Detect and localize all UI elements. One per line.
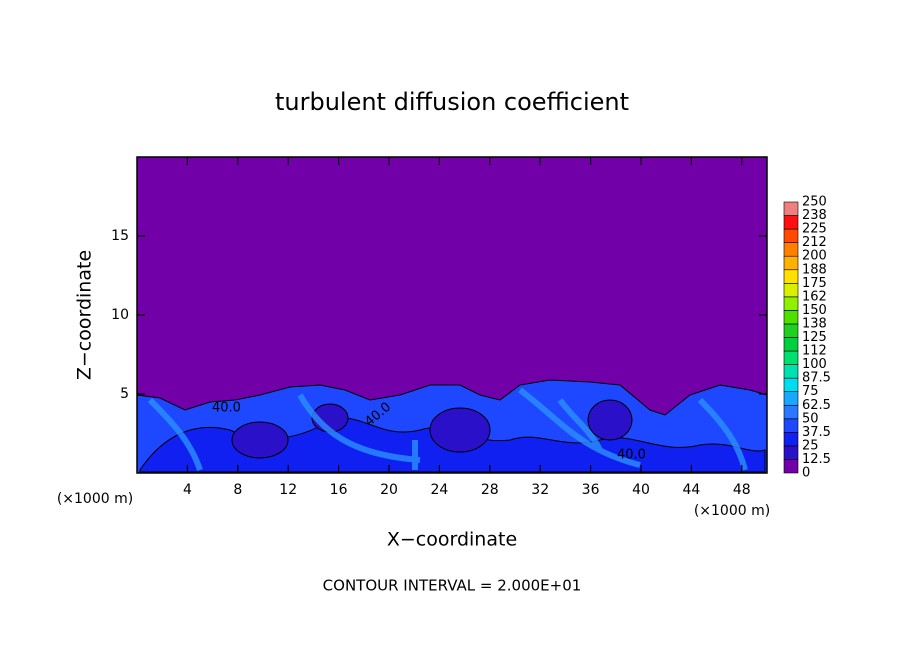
colorbar-label: 125 [802, 330, 827, 345]
colorbar-label: 138 [802, 316, 827, 331]
colorbar-box [783, 418, 799, 433]
colorbar-label: 37.5 [802, 425, 831, 440]
field-blob [231, 421, 289, 459]
colorbar-label: 238 [802, 208, 827, 223]
colorbar-box [783, 282, 799, 298]
colorbar-label: 225 [802, 222, 827, 237]
colorbar-label: 87.5 [802, 371, 831, 386]
x-tick-label: 40 [632, 482, 650, 498]
colorbar-box [783, 432, 799, 447]
colorbar-label: 25 [802, 438, 819, 453]
colorbar-label: 62.5 [802, 398, 831, 413]
x-tick-label: 4 [183, 482, 192, 498]
colorbar-box [783, 391, 799, 406]
colorbar-label: 250 [802, 195, 827, 210]
x-tick-label: 36 [582, 482, 600, 498]
colorbar-label: 75 [802, 384, 819, 399]
colorbar-box [783, 296, 799, 311]
colorbar-label: 200 [802, 249, 827, 264]
colorbar-label: 175 [802, 276, 827, 291]
colorbar-box [783, 445, 799, 460]
colorbar-label: 50 [802, 411, 819, 426]
colorbar-label: 212 [802, 235, 827, 250]
colorbar-box [783, 228, 799, 243]
colorbar-label: 0 [802, 466, 810, 481]
colorbar-box [783, 269, 799, 284]
y-tick-label: 15 [111, 228, 129, 244]
colorbar-box [783, 215, 799, 230]
x-unit-label: (×1000 m) [694, 503, 770, 519]
colorbar-box [783, 350, 799, 365]
colorbar-box [783, 323, 799, 338]
x-tick-label: 32 [531, 482, 549, 498]
colorbar-box [783, 364, 799, 379]
x-tick-label: 12 [279, 482, 297, 498]
y-tick-label: 5 [120, 386, 129, 402]
x-tick-label: 20 [380, 482, 398, 498]
colorbar-label: 12.5 [802, 452, 831, 467]
contour-label: 40.0 [212, 401, 241, 416]
colorbar-box [783, 310, 799, 325]
x-tick-label: 8 [233, 482, 242, 498]
contour-label: 40.0 [617, 448, 646, 463]
colorbar-box [783, 377, 799, 392]
colorbar-label: 188 [802, 262, 827, 277]
colorbar-label: 112 [802, 344, 827, 359]
colorbar-box [783, 255, 799, 271]
y-tick-label: 10 [111, 307, 129, 323]
x-tick-label: 24 [430, 482, 448, 498]
x-tick-label: 16 [330, 482, 348, 498]
x-tick-label: 44 [682, 482, 700, 498]
chart-title: turbulent diffusion coefficient [275, 88, 629, 116]
colorbar-box [783, 242, 799, 257]
colorbar-label: 150 [802, 303, 827, 318]
colorbar-label: 162 [802, 289, 827, 304]
x-tick-label: 28 [481, 482, 499, 498]
field-blob [587, 399, 633, 441]
colorbar-box [783, 459, 799, 474]
x-unit-label: (×1000 m) [57, 491, 133, 507]
colorbar-box [783, 404, 799, 420]
colorbar-box [783, 201, 799, 216]
colorbar-label: 100 [802, 357, 827, 372]
annotation: CONTOUR INTERVAL = 2.000E+01 [323, 577, 582, 595]
field-streak [147, 387, 748, 471]
y-axis-label: Z−coordinate [74, 250, 96, 380]
colorbar-box [783, 337, 799, 352]
field-blob [429, 407, 491, 453]
x-tick-label: 48 [733, 482, 751, 498]
x-axis-label: X−coordinate [387, 529, 517, 551]
field: 40.0 40.0 40.0 [136, 157, 768, 474]
